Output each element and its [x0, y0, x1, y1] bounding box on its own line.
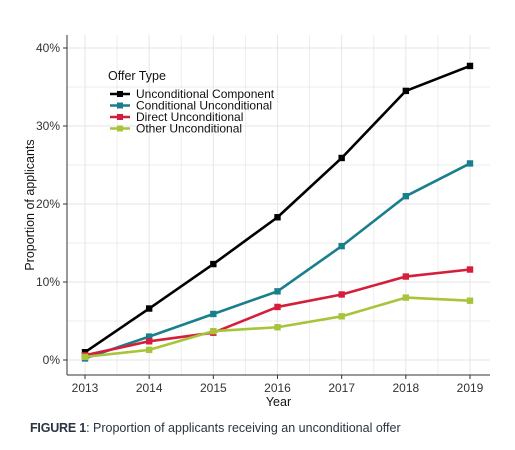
data-point [274, 324, 281, 331]
figure-label: FIGURE 1 [30, 421, 87, 435]
x-tick-label: 2017 [328, 381, 355, 395]
tick-labels: 0% 10% 20% 30% 40% 2013 2014 2015 2016 2017 2018 20… [36, 41, 484, 395]
data-point [402, 193, 410, 200]
data-point [466, 266, 474, 273]
data-point [145, 333, 153, 340]
figure-caption-text: : Proportion of applicants receiving an … [86, 421, 401, 435]
series-other-unconditional [81, 294, 474, 361]
legend-swatch-marker [117, 125, 123, 132]
legend-swatch-marker [117, 91, 123, 97]
data-point [81, 353, 89, 361]
data-point [274, 288, 281, 295]
x-tick-label: 2019 [457, 381, 484, 395]
x-tick-label: 2018 [392, 381, 419, 395]
data-point [145, 305, 153, 312]
legend-label: Conditional Unconditional [136, 99, 272, 113]
y-tick-label: 0% [43, 353, 61, 367]
axes [63, 35, 490, 379]
data-point [210, 327, 217, 335]
data-point [402, 273, 410, 280]
legend-swatch-marker [117, 102, 123, 109]
x-axis-title: Year [266, 395, 291, 409]
data-point [466, 62, 474, 70]
legend-item: Unconditional Component [110, 87, 275, 101]
data-point [402, 87, 410, 95]
data-point [338, 242, 345, 250]
data-point [338, 291, 345, 298]
x-tick-label: 2014 [136, 381, 163, 395]
x-tick-label: 2015 [200, 381, 227, 395]
data-point [466, 297, 474, 304]
legend-label: Direct Unconditional [136, 110, 243, 124]
data-point [338, 313, 345, 320]
figure-caption: FIGURE 1: Proportion of applicants recei… [30, 421, 401, 435]
x-tick-label: 2016 [264, 381, 291, 395]
data-point [466, 160, 474, 167]
data-point [145, 346, 153, 354]
y-axis-title: Proportion of applicants [23, 139, 37, 270]
data-point [338, 154, 345, 162]
legend-item: Other Unconditional [110, 122, 242, 136]
data-point [402, 294, 410, 301]
data-point [210, 310, 217, 318]
line-chart: 0% 10% 20% 30% 40% 2013 2014 2015 2016 2017 2018 20… [23, 35, 490, 409]
legend-label: Unconditional Component [136, 87, 275, 101]
legend-title: Offer Type [108, 69, 166, 83]
grid [67, 35, 490, 375]
x-tick-label: 2013 [72, 381, 99, 395]
data-point [274, 214, 281, 221]
y-tick-label: 40% [36, 41, 60, 55]
data-point [210, 260, 217, 268]
legend-item: Conditional Unconditional [110, 99, 272, 113]
series-layer [81, 62, 474, 362]
y-tick-label: 10% [36, 275, 60, 289]
data-point [274, 303, 281, 311]
legend-item: Direct Unconditional [110, 110, 243, 124]
legend-label: Other Unconditional [136, 122, 242, 136]
legend: Offer Type Unconditional ComponentConditi… [108, 69, 275, 136]
legend-swatch-marker [117, 114, 123, 120]
y-tick-label: 30% [36, 119, 60, 133]
y-tick-label: 20% [36, 197, 60, 211]
data-point [145, 338, 153, 345]
